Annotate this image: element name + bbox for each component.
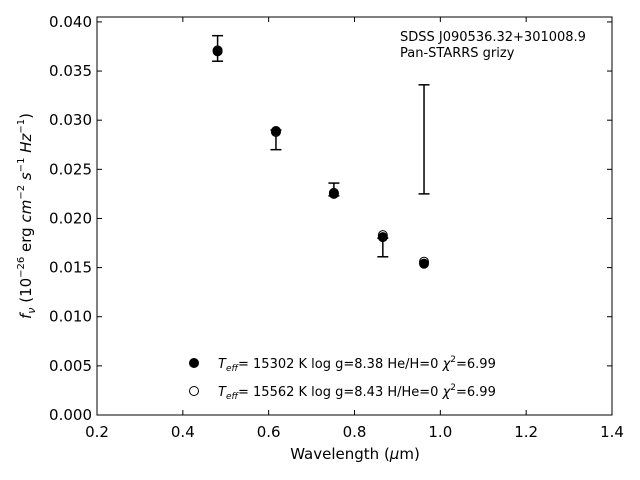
model-point-filled xyxy=(419,258,430,269)
legend-entry-open: Teff= 15562 K log g=8.43 H/He=0 χ2=6.99 xyxy=(218,383,496,402)
object-name-annotation: SDSS J090536.32+301008.9 xyxy=(400,30,586,45)
y-tick-label: 0.000 xyxy=(49,406,92,424)
model-point-filled xyxy=(328,188,339,199)
y-tick-label: 0.015 xyxy=(49,259,92,277)
survey-annotation: Pan-STARRS grizy xyxy=(400,46,515,61)
y-tick-label: 0.030 xyxy=(49,111,92,129)
x-axis-label: Wavelength (μm) xyxy=(290,445,420,463)
plot-frame xyxy=(96,16,613,416)
x-tick-label: 1.4 xyxy=(600,423,624,441)
y-tick-label: 0.020 xyxy=(49,209,92,227)
legend-marker-filled xyxy=(189,358,199,368)
legend-entry-filled: Teff= 15302 K log g=8.38 He/H=0 χ2=6.99 xyxy=(218,355,496,374)
y-tick-label: 0.035 xyxy=(49,62,92,80)
x-axis-ticks: 0.2 0.4 0.6 0.8 1.0 1.2 1.4 xyxy=(85,17,624,441)
y-tick-label: 0.005 xyxy=(49,357,92,375)
x-tick-label: 0.8 xyxy=(343,423,367,441)
legend-marker-open xyxy=(189,386,199,396)
y-tick-label: 0.025 xyxy=(49,160,92,178)
model-markers xyxy=(212,45,430,269)
y-axis-ticks: 0.000 0.005 0.010 0.015 0.020 0.025 0.030 0.035… xyxy=(49,13,612,424)
model-point-filled xyxy=(270,125,281,136)
legend: Teff= 15302 K log g=8.38 He/H=0 χ2=6.99 … xyxy=(189,355,496,402)
y-axis-label: fν (10−26 erg cm−2 s−1 Hz−1) xyxy=(16,113,38,319)
observed-error-bars xyxy=(212,34,430,258)
y-tick-label: 0.040 xyxy=(49,13,92,31)
model-point-filled xyxy=(212,46,223,57)
x-tick-label: 1.2 xyxy=(514,423,538,441)
x-tick-label: 1.0 xyxy=(428,423,452,441)
model-point-filled xyxy=(377,232,388,243)
x-tick-label: 0.2 xyxy=(85,423,109,441)
y-tick-label: 0.010 xyxy=(49,308,92,326)
x-tick-label: 0.4 xyxy=(171,423,195,441)
x-tick-label: 0.6 xyxy=(257,423,281,441)
